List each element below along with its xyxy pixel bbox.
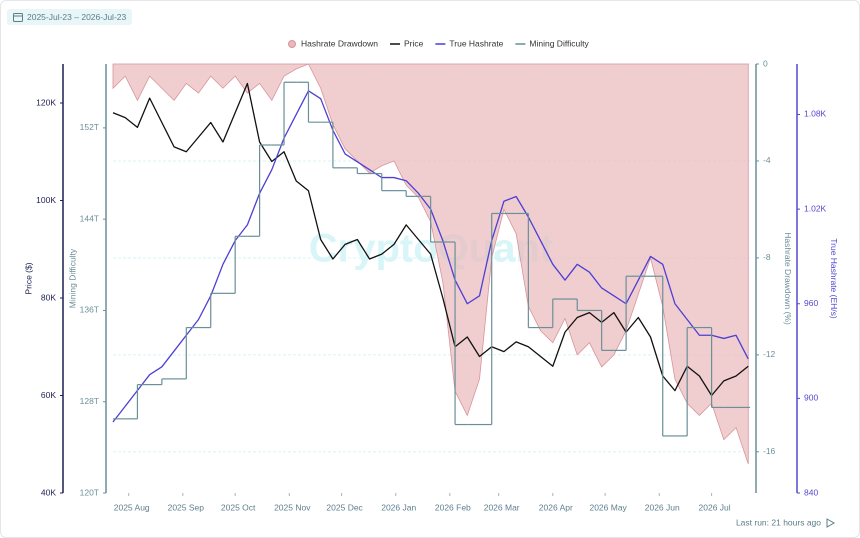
y-tick-label: 144T	[80, 213, 99, 223]
axis-title: Hashrate Drawdown (%)	[783, 232, 793, 325]
run-icon[interactable]	[826, 518, 836, 528]
x-tick-label: 2025 Sep	[168, 502, 205, 512]
y-tick-label: 900	[804, 393, 818, 403]
y-tick-label: 136T	[80, 305, 99, 315]
series-line	[112, 82, 749, 397]
legend-label: Price	[404, 38, 424, 48]
legend-item[interactable]: Price	[390, 38, 424, 48]
date-range-picker[interactable]: 2025-Jul-23 – 2026-Jul-23	[7, 9, 133, 25]
x-tick-label: 2026 Jan	[381, 502, 416, 512]
legend-item[interactable]: Mining Difficulty	[515, 38, 590, 48]
legend-label: True Hashrate	[449, 38, 503, 48]
x-tick-label: 2025 Nov	[274, 502, 311, 512]
y-tick-label: 128T	[80, 396, 99, 406]
x-tick-label: 2026 Jul	[699, 502, 731, 512]
axis-title: Mining Difficulty	[67, 248, 77, 308]
y-tick-label: 120T	[80, 487, 99, 497]
x-tick-label: 2026 May	[589, 502, 627, 512]
y-tick-label: -8	[763, 252, 771, 262]
x-tick-label: 2026 Mar	[484, 502, 520, 512]
legend-label: Hashrate Drawdown	[301, 38, 378, 48]
y-tick-label: 0	[763, 58, 768, 68]
date-range: 2025-Jul-23 – 2026-Jul-23	[27, 12, 127, 22]
y-tick-label: -12	[763, 349, 776, 359]
drawdown-area	[112, 63, 749, 465]
legend-item[interactable]: True Hashrate	[435, 38, 504, 48]
axis-title: True Hashrate (EH/s)	[829, 238, 839, 319]
y-tick-label: -16	[763, 446, 776, 456]
y-tick-label: -4	[763, 155, 771, 165]
x-tick-label: 2026 Apr	[539, 502, 573, 512]
legend: Hashrate Drawdown Price True Hashrate Minin…	[288, 38, 590, 48]
legend-item[interactable]: Hashrate Drawdown	[288, 38, 379, 48]
footer: Last run: 21 hours ago	[736, 517, 821, 527]
y-tick-label: 1.08K	[804, 109, 827, 119]
axis-title: Price ($)	[23, 262, 33, 294]
y-tick-label: 40K	[41, 487, 56, 497]
y-tick-label: 1.02K	[804, 203, 827, 213]
x-tick-label: 2025 Oct	[221, 502, 256, 512]
y-tick-label: 840	[804, 487, 818, 497]
x-tick-label: 2025 Aug	[114, 502, 150, 512]
x-tick-label: 2026 Feb	[435, 502, 471, 512]
y-tick-label: 152T	[80, 122, 99, 132]
y-tick-label: 960	[804, 298, 818, 308]
x-tick-label: 2026 Jun	[645, 502, 680, 512]
y-tick-label: 100K	[36, 195, 56, 205]
y-tick-label: 120K	[36, 97, 56, 107]
legend-label: Mining Difficulty	[529, 38, 589, 48]
y-tick-label: 80K	[41, 292, 56, 302]
legend-swatch	[288, 40, 296, 48]
y-tick-label: 60K	[41, 390, 56, 400]
x-tick-label: 2025 Dec	[326, 502, 363, 512]
calendar-icon	[13, 13, 23, 22]
